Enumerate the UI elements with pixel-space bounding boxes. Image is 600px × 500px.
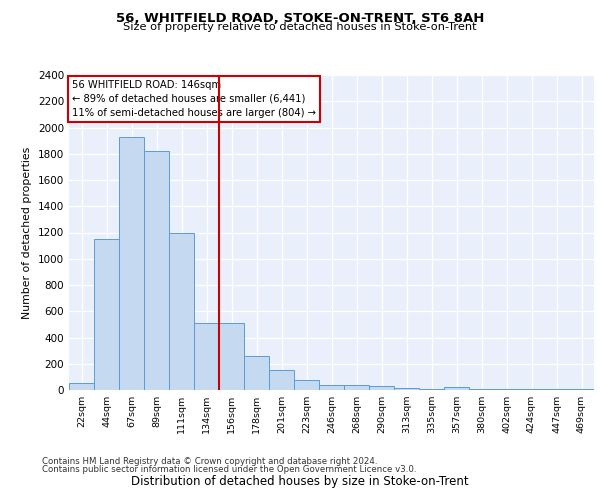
Bar (319, 385, 344, 390)
Text: Distribution of detached houses by size in Stoke-on-Trent: Distribution of detached houses by size … (131, 474, 469, 488)
Y-axis label: Number of detached properties: Number of detached properties (22, 146, 32, 318)
Bar (94, 239, 119, 390)
Bar (69, 384, 94, 390)
Bar (269, 370, 294, 390)
Text: Contains public sector information licensed under the Open Government Licence v3: Contains public sector information licen… (42, 465, 416, 474)
Text: 56, WHITFIELD ROAD, STOKE-ON-TRENT, ST6 8AH: 56, WHITFIELD ROAD, STOKE-ON-TRENT, ST6 … (116, 12, 484, 26)
Bar (294, 380, 319, 390)
Text: Contains HM Land Registry data © Crown copyright and database right 2024.: Contains HM Land Registry data © Crown c… (42, 457, 377, 466)
Bar (419, 388, 444, 390)
Bar (244, 356, 269, 390)
Bar (344, 386, 369, 390)
Bar (394, 388, 419, 390)
Text: Size of property relative to detached houses in Stoke-on-Trent: Size of property relative to detached ho… (123, 22, 477, 32)
Bar (119, 136, 144, 390)
Bar (144, 151, 169, 390)
Bar (194, 323, 219, 390)
Bar (169, 232, 194, 390)
Bar (444, 388, 469, 390)
Bar (219, 323, 244, 390)
Text: 56 WHITFIELD ROAD: 146sqm
← 89% of detached houses are smaller (6,441)
11% of se: 56 WHITFIELD ROAD: 146sqm ← 89% of detac… (71, 80, 316, 118)
Bar (369, 386, 394, 390)
